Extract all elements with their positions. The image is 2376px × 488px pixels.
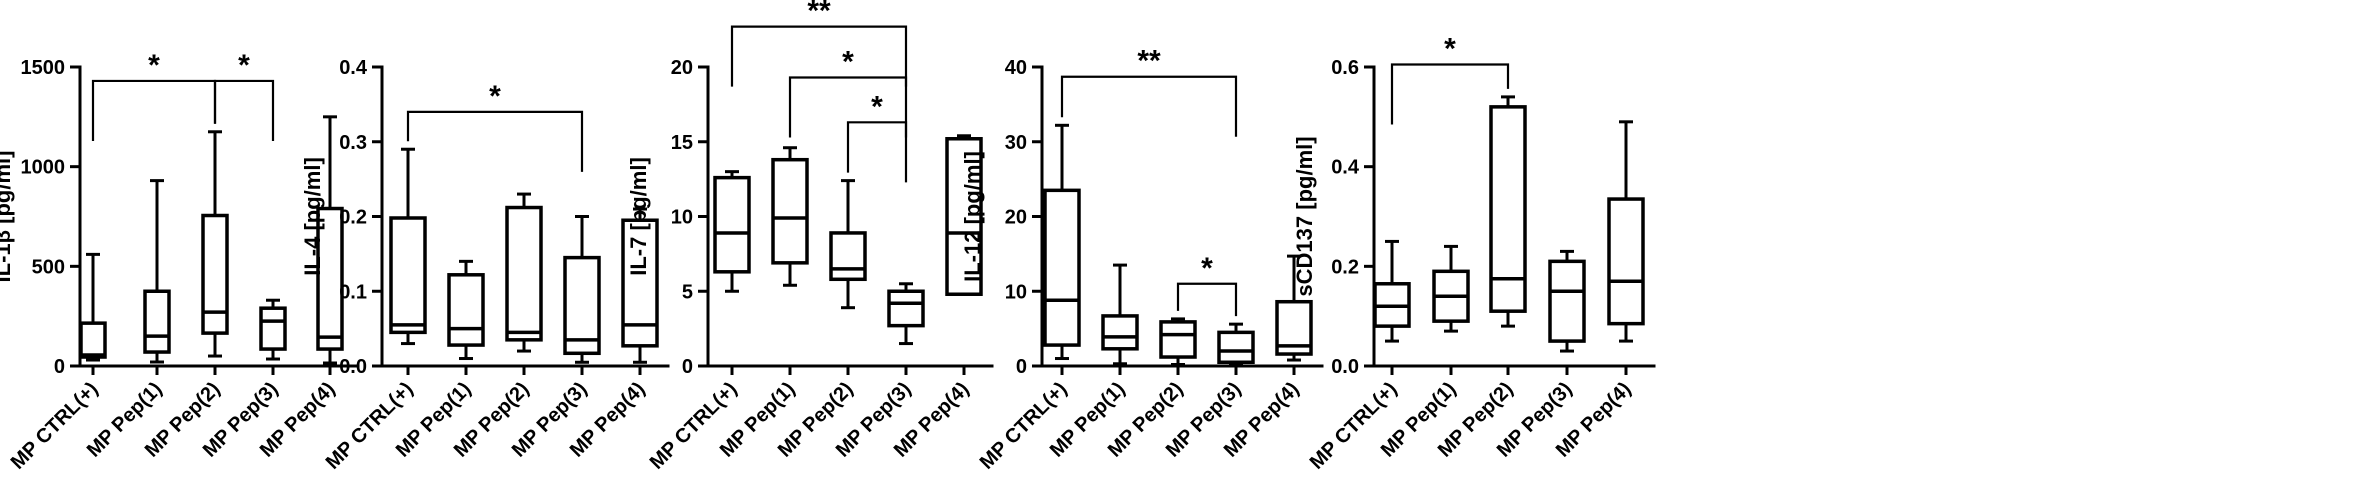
significance-bracket bbox=[1176, 282, 1238, 317]
box-body bbox=[1548, 259, 1586, 343]
y-tick-label: 0.4 bbox=[339, 57, 368, 79]
y-tick-label: 0.0 bbox=[1331, 356, 1359, 378]
x-tick-label: MP CTRL(+) bbox=[1306, 378, 1402, 474]
box-body bbox=[1101, 314, 1139, 351]
box-body bbox=[201, 213, 229, 335]
y-tick-label: 10 bbox=[671, 207, 693, 229]
box-body bbox=[1607, 197, 1645, 326]
significance-bracket bbox=[1390, 63, 1510, 125]
box-body bbox=[829, 231, 867, 282]
significance-label: * bbox=[1201, 252, 1213, 285]
y-tick-label: 0.0 bbox=[339, 356, 367, 378]
box-body bbox=[771, 157, 809, 265]
y-tick-label: 0 bbox=[682, 356, 693, 378]
box-body bbox=[1217, 330, 1255, 365]
box-body bbox=[563, 255, 601, 356]
box-body bbox=[316, 206, 344, 351]
y-tick-label: 40 bbox=[1005, 57, 1027, 79]
y-axis-label: IL-12 [pg/ml] bbox=[960, 151, 985, 282]
box-body bbox=[713, 175, 751, 274]
significance-label: * bbox=[238, 49, 250, 82]
y-axis-label: IL-7 [pg/ml] bbox=[626, 157, 651, 276]
y-tick-label: 500 bbox=[32, 256, 65, 278]
box-body bbox=[1043, 188, 1081, 347]
significance-label: * bbox=[842, 45, 854, 78]
significance-label: ** bbox=[807, 0, 831, 28]
y-axis-label: IL-4 [pg/ml] bbox=[300, 157, 325, 276]
y-axis-label: IL-1β [pg/ml] bbox=[0, 151, 15, 283]
significance-bracket bbox=[406, 110, 584, 172]
y-axis-label: sCD137 [pg/ml] bbox=[1292, 136, 1317, 296]
y-tick-label: 0.4 bbox=[1331, 157, 1360, 179]
box-body bbox=[887, 289, 925, 328]
y-tick-label: 0 bbox=[54, 356, 65, 378]
significance-bracket bbox=[213, 79, 275, 141]
y-tick-label: 0.3 bbox=[339, 132, 367, 154]
y-tick-label: 15 bbox=[671, 132, 693, 154]
y-tick-label: 0 bbox=[1016, 356, 1027, 378]
significance-label: * bbox=[871, 90, 883, 123]
significance-bracket bbox=[1060, 75, 1238, 137]
significance-label: * bbox=[489, 80, 501, 113]
y-tick-label: 20 bbox=[671, 57, 693, 79]
box-body bbox=[945, 137, 983, 296]
chart-panel-2: 0.00.10.20.30.4IL-4 [pg/ml]MP CTRL(+)MP … bbox=[300, 57, 670, 474]
significance-label: * bbox=[148, 49, 160, 82]
x-tick-label: MP CTRL(+) bbox=[976, 378, 1072, 474]
y-tick-label: 0.1 bbox=[339, 281, 367, 303]
box-body bbox=[143, 289, 171, 354]
box-body bbox=[1159, 320, 1197, 359]
significance-label: * bbox=[1444, 33, 1456, 66]
box-body bbox=[389, 216, 427, 335]
box-1: MP CTRL(+) bbox=[976, 123, 1081, 474]
y-tick-label: 5 bbox=[682, 281, 693, 303]
box-5: MP Pep(4) bbox=[256, 115, 344, 462]
y-tick-label: 30 bbox=[1005, 132, 1027, 154]
x-tick-label: MP CTRL(+) bbox=[7, 378, 103, 474]
y-tick-label: 1500 bbox=[21, 57, 66, 79]
box-body bbox=[79, 321, 107, 359]
box-2: MP Pep(1) bbox=[83, 179, 171, 462]
box-body bbox=[505, 205, 543, 342]
y-tick-label: 0.6 bbox=[1331, 57, 1359, 79]
significance-bracket bbox=[730, 25, 908, 87]
y-tick-label: 0.2 bbox=[1331, 256, 1359, 278]
y-tick-label: 20 bbox=[1005, 207, 1027, 229]
y-tick-label: 10 bbox=[1005, 281, 1027, 303]
x-tick-label: MP CTRL(+) bbox=[646, 378, 742, 474]
significance-bracket bbox=[91, 79, 217, 141]
y-tick-label: 1000 bbox=[21, 157, 66, 179]
y-tick-label: 0.2 bbox=[339, 207, 367, 229]
significance-bracket bbox=[788, 76, 908, 138]
significance-label: ** bbox=[1137, 45, 1161, 78]
significance-bracket bbox=[846, 121, 908, 183]
box-body bbox=[259, 306, 287, 351]
box-body bbox=[447, 273, 485, 347]
